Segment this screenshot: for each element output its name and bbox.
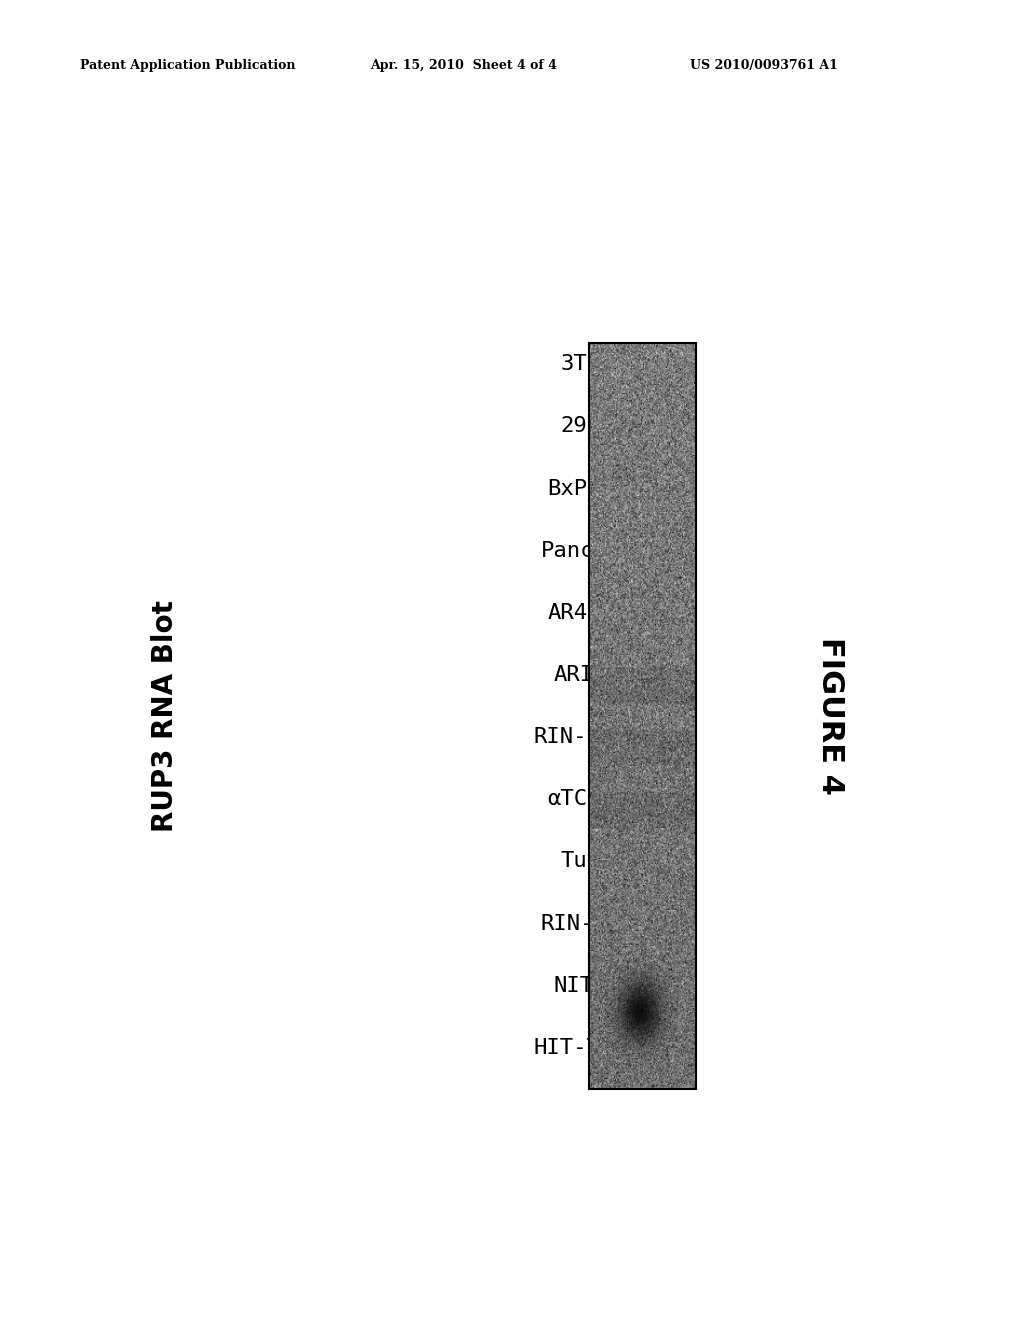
Text: Panc-1: Panc-1 (541, 541, 621, 561)
Text: 3T3: 3T3 (560, 354, 601, 375)
Text: Apr. 15, 2010  Sheet 4 of 4: Apr. 15, 2010 Sheet 4 of 4 (370, 58, 557, 71)
Text: Tu6: Tu6 (560, 851, 601, 871)
Bar (589, 343, 696, 1089)
Text: ARIP: ARIP (554, 665, 607, 685)
Text: RUP3 RNA Blot: RUP3 RNA Blot (151, 601, 179, 832)
Text: NIT1: NIT1 (554, 975, 607, 995)
Text: 293: 293 (560, 416, 601, 437)
Text: HIT-T15: HIT-T15 (534, 1038, 628, 1057)
Text: FIGURE 4: FIGURE 4 (815, 638, 845, 795)
Text: BxPc3: BxPc3 (547, 479, 614, 499)
Text: US 2010/0093761 A1: US 2010/0093761 A1 (690, 58, 838, 71)
Text: Patent Application Publication: Patent Application Publication (80, 58, 296, 71)
Text: RIN-5F: RIN-5F (541, 913, 621, 933)
Text: αTC-9: αTC-9 (547, 789, 614, 809)
Text: AR42J: AR42J (547, 603, 614, 623)
Text: RIN-14B: RIN-14B (534, 727, 628, 747)
